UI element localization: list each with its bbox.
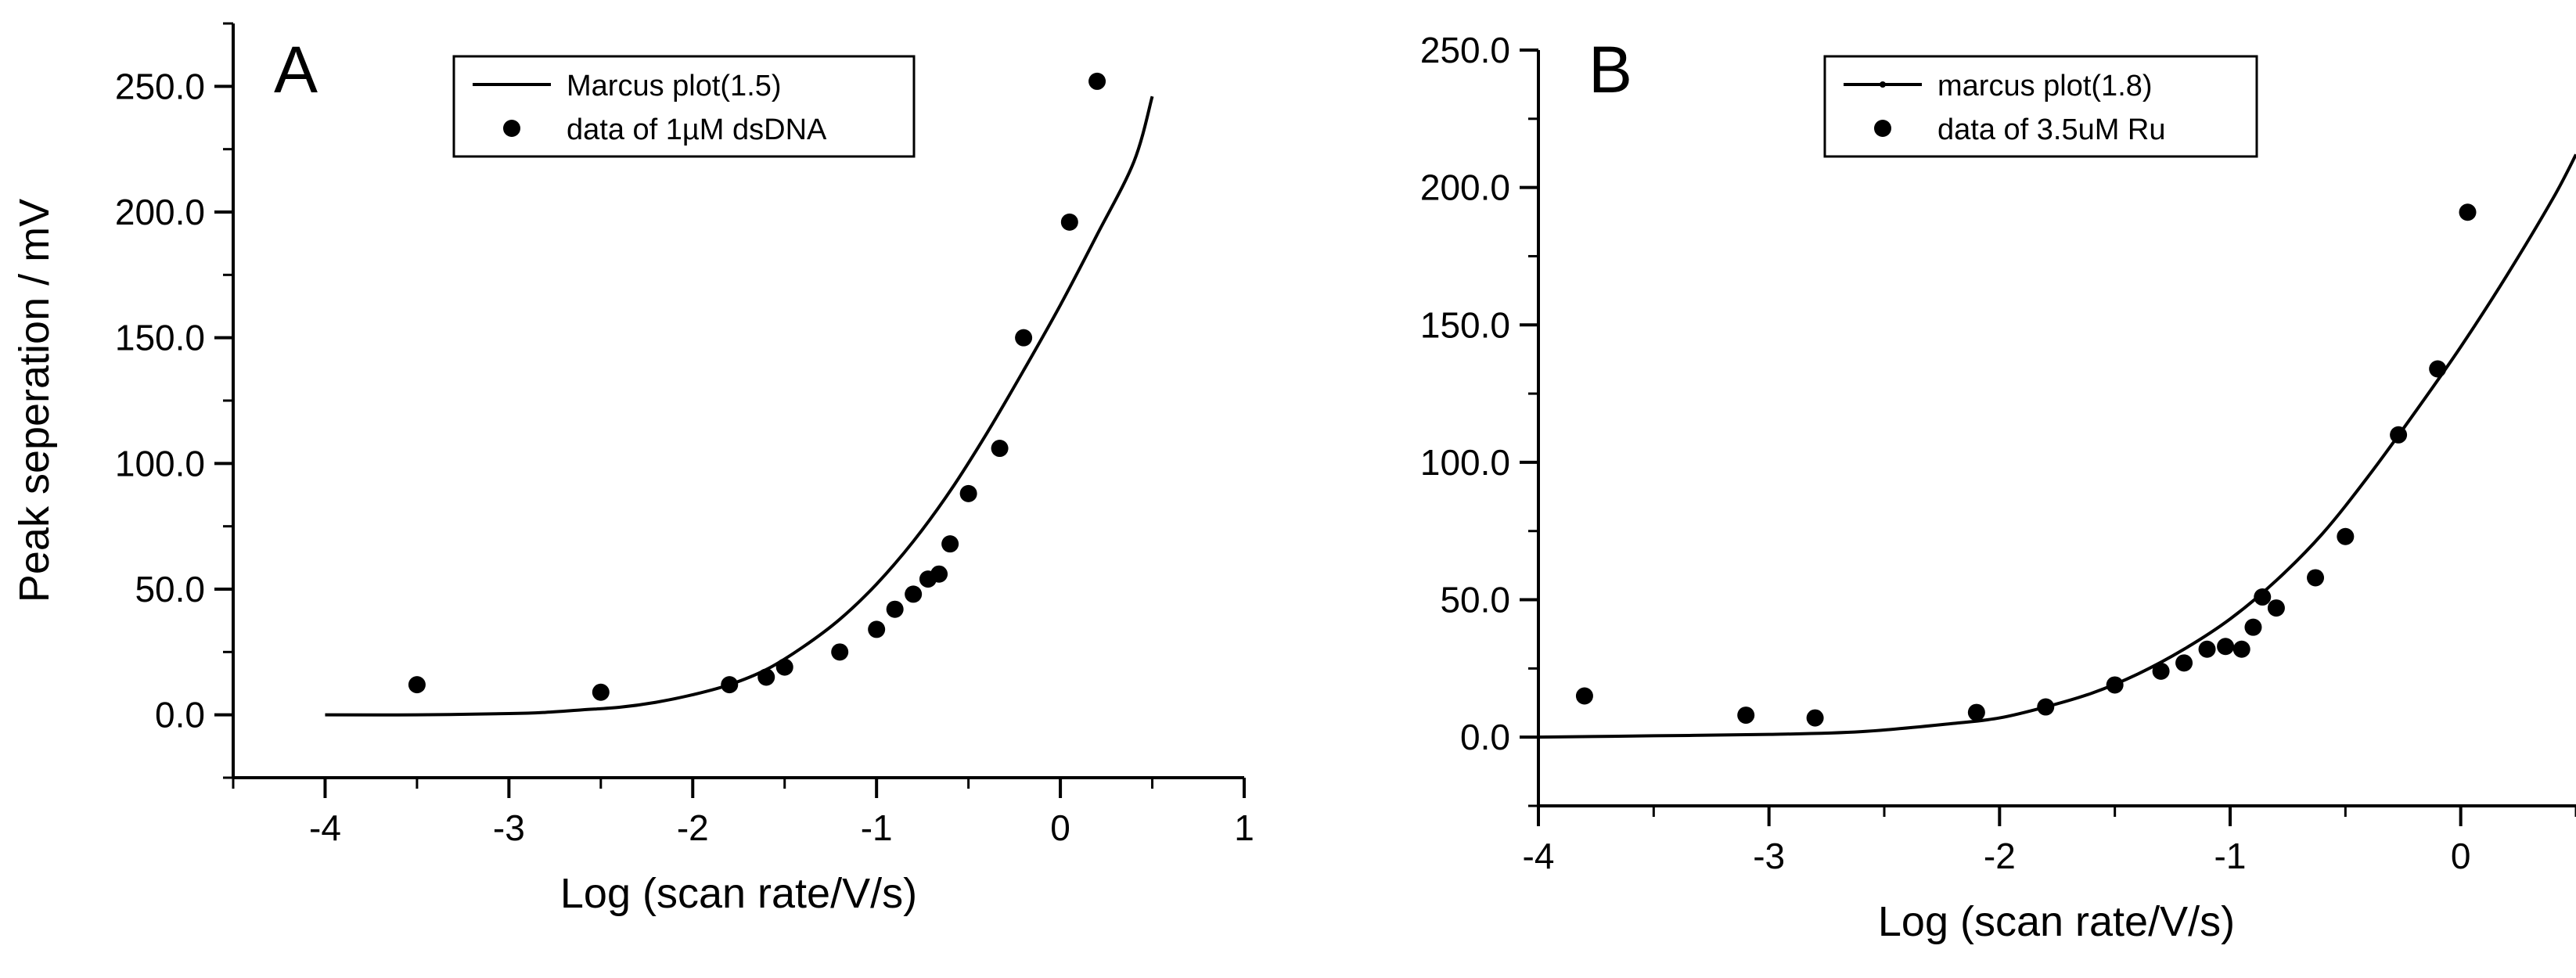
x-tick-label: -1: [861, 807, 893, 848]
x-tick-label: -2: [1984, 836, 2016, 876]
x-tick-label: 1: [1234, 807, 1254, 848]
data-point: [757, 668, 775, 686]
x-tick-label: -4: [1523, 836, 1555, 876]
series-points: [408, 72, 1106, 701]
data-point: [886, 600, 904, 618]
x-axis-title: Log (scan rate/V/s): [560, 870, 917, 917]
legend-label-points: data of 3.5uM Ru: [1937, 113, 2166, 146]
series-points: [1575, 203, 2477, 727]
data-point: [2337, 527, 2355, 545]
data-point: [2106, 676, 2124, 694]
y-tick-label: 50.0: [1440, 580, 1510, 620]
data-point: [1806, 709, 1824, 727]
x-tick-label: -2: [677, 807, 709, 848]
data-point: [1088, 72, 1106, 90]
data-point: [2217, 638, 2235, 656]
data-point: [941, 535, 959, 553]
y-tick-label: 200.0: [1420, 167, 1510, 208]
y-tick-label: 100.0: [115, 443, 205, 484]
y-tick-label: 200.0: [115, 192, 205, 232]
data-point: [2459, 203, 2477, 221]
data-point: [1737, 707, 1755, 725]
data-point: [1575, 687, 1593, 705]
data-point: [408, 676, 426, 694]
data-point: [1060, 213, 1078, 231]
y-tick-label: 50.0: [135, 569, 205, 609]
data-point: [2429, 360, 2447, 378]
data-point: [2390, 426, 2408, 444]
data-point: [2037, 698, 2055, 716]
legend-box: [452, 55, 916, 158]
x-tick-label: -4: [309, 807, 341, 848]
series-line-marcus: [325, 95, 1154, 717]
y-tick-label: 150.0: [1420, 304, 1510, 345]
data-point: [2232, 640, 2250, 658]
data-point: [2198, 640, 2216, 658]
x-tick-label: 0: [2451, 836, 2471, 876]
series-line-marcus: [1538, 153, 2576, 739]
legend: Marcus plot(1.5) data of 1µM dsDNA: [452, 55, 916, 158]
data-point: [2307, 569, 2325, 587]
data-point: [930, 565, 948, 583]
data-point: [721, 676, 739, 694]
y-tick-label: 0.0: [155, 695, 205, 735]
y-axis-title: Peak seperation / mV: [11, 199, 58, 602]
legend-point-swatch: [1874, 120, 1891, 137]
y-tick-label: 250.0: [1420, 30, 1510, 70]
y-tick-label: 0.0: [1460, 717, 1510, 757]
data-point: [868, 620, 886, 638]
data-point: [831, 643, 849, 661]
x-tick-label: -1: [2214, 836, 2247, 876]
data-point: [775, 658, 793, 676]
data-point: [2175, 654, 2193, 672]
x-tick-label: -3: [1753, 836, 1785, 876]
x-tick-label: 0: [1050, 807, 1070, 848]
y-tick-label: 150.0: [115, 318, 205, 358]
data-point: [2152, 662, 2170, 680]
legend-label-line: Marcus plot(1.5): [567, 70, 782, 102]
data-point: [991, 440, 1009, 458]
chart-panel-a: -4 -3 -2 -1 0 1 0.0 50.0 100.0 150.0 200.0 250.0 Log…: [11, 22, 1254, 917]
legend-line-marker: [1880, 81, 1886, 88]
legend-point-swatch: [503, 120, 520, 137]
legend-box: [1823, 55, 2258, 158]
data-point: [2244, 618, 2262, 636]
chart-panel-b: -4 -3 -2 -1 0 0.0 50.0 100.0 150.0 200.0 250.0 Log …: [1420, 30, 2576, 945]
legend: marcus plot(1.8) data of 3.5uM Ru: [1823, 55, 2258, 158]
data-point: [2267, 599, 2285, 617]
data-point: [959, 484, 977, 502]
legend-label-line: marcus plot(1.8): [1937, 70, 2153, 102]
x-axis-title: Log (scan rate/V/s): [1878, 898, 2235, 945]
legend-label-points: data of 1µM dsDNA: [567, 113, 827, 146]
data-point: [905, 585, 923, 603]
panel-letter: B: [1588, 33, 1632, 106]
x-tick-label: -3: [493, 807, 525, 848]
data-point: [592, 683, 610, 701]
y-tick-label: 100.0: [1420, 442, 1510, 483]
data-point: [2254, 588, 2272, 606]
data-point: [1967, 703, 1985, 721]
panel-letter: A: [274, 33, 318, 106]
y-tick-label: 250.0: [115, 66, 205, 106]
data-point: [1015, 329, 1033, 347]
